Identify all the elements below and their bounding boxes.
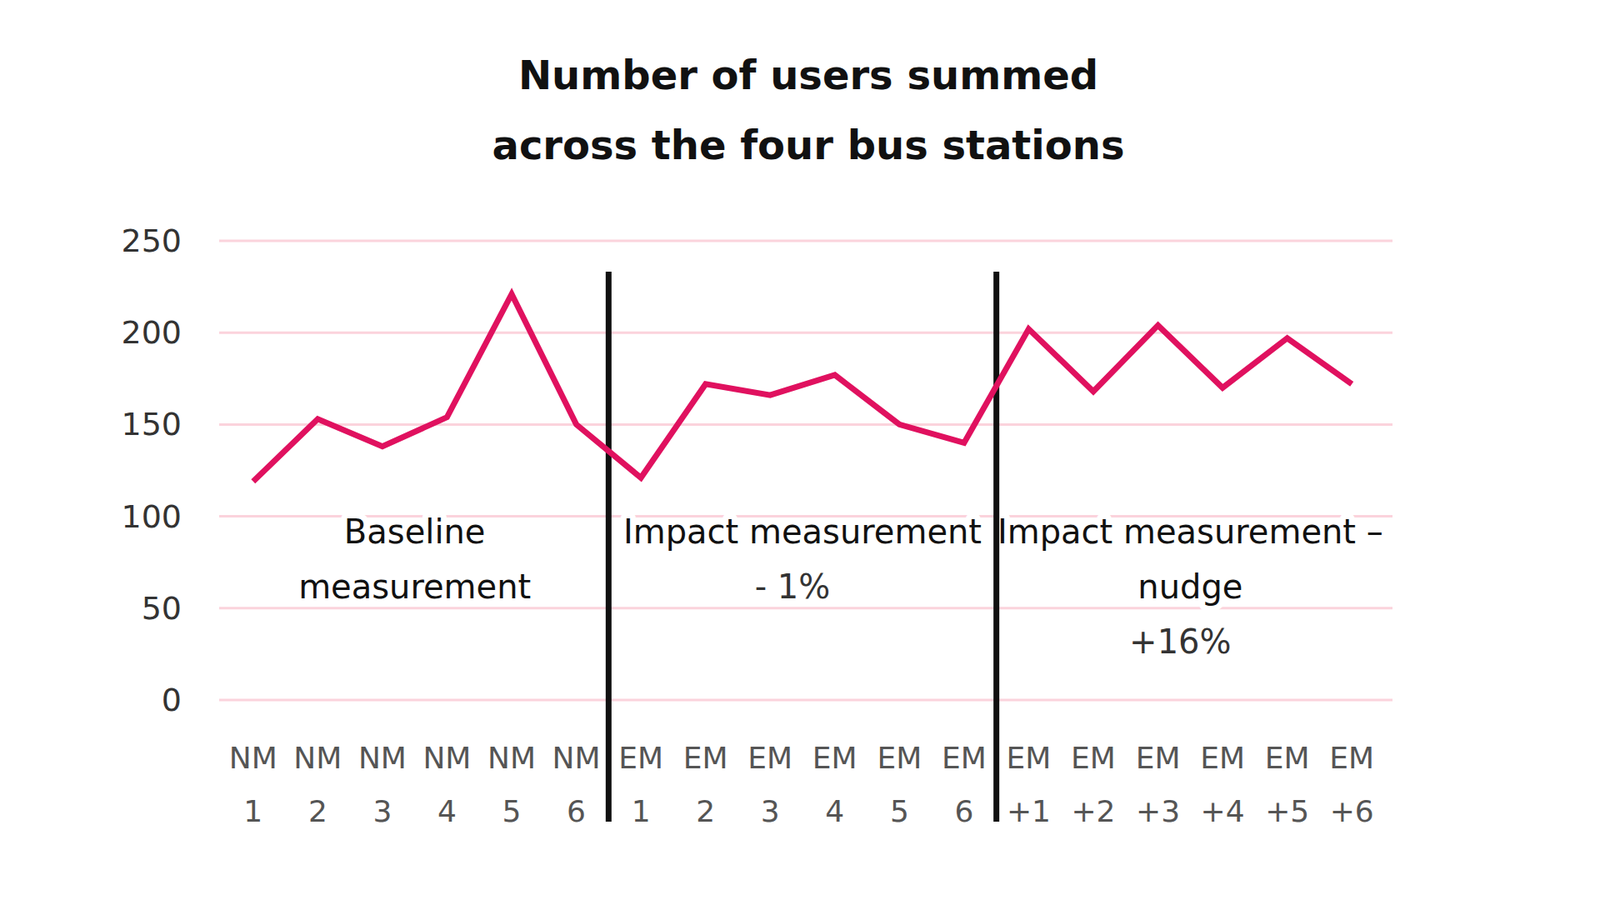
x-tick-line: EM [941,740,987,775]
x-tick-label: NM 5 [487,740,536,829]
x-tick-line: EM [1329,740,1375,775]
x-tick-line: NM [422,740,471,775]
x-tick-line: +5 [1265,794,1310,829]
x-tick-line: EM [618,740,664,775]
x-tick-line: 4 [437,794,457,829]
x-tick-line: 2 [308,794,328,829]
x-tick-line: 6 [566,794,586,829]
x-tick-label: NM 1 [229,740,278,829]
x-tick-line: NM [487,740,536,775]
y-tick-label: 200 [120,314,182,351]
x-tick-line: 5 [502,794,522,829]
x-tick-label: EM +6 [1329,740,1375,829]
x-tick-line: NM [229,740,278,775]
section-divider [993,271,1000,822]
x-tick-line: NM [293,740,342,775]
x-tick-line: +6 [1330,794,1375,829]
x-tick-line: +1 [1006,794,1051,829]
section-change: +16% [1129,622,1231,661]
x-tick-line: EM [1135,740,1181,775]
title-line: across the four bus stations [492,121,1125,169]
x-tick-label: EM 4 [812,740,858,829]
y-tick-label: 150 [120,405,182,443]
x-tick-line: NM [552,740,601,775]
x-tick-line: EM [1006,740,1052,775]
x-tick-line: 1 [631,794,651,829]
x-tick-line: EM [1265,740,1310,775]
section-label: Baseline measurement [298,512,531,606]
x-tick-line: EM [1200,740,1245,775]
x-tick-label: EM 5 [876,740,922,829]
x-tick-label: NM 4 [422,740,471,829]
x-tick-line: EM [876,740,922,775]
grid-line [219,423,1393,426]
series-line [253,294,1352,482]
grid-line [219,699,1393,702]
section-change: - 1% [755,567,831,606]
x-tick-label: NM 3 [358,740,407,829]
x-tick-label: NM 2 [293,740,342,829]
x-tick-line: 1 [243,794,263,829]
y-tick-label: 50 [141,590,182,627]
x-tick-line: +3 [1135,794,1180,829]
x-tick-label: EM 1 [618,740,664,829]
grid-line [219,331,1393,335]
x-tick-line: +2 [1070,794,1115,829]
x-tick-line: 2 [695,794,715,829]
x-tick-line: +4 [1200,794,1245,829]
section-label: Impact measurement [623,512,982,551]
y-tick-label: 250 [120,222,182,260]
section-label: Impact measurement – nudge [997,512,1384,606]
section-label-line: nudge [1137,567,1243,606]
x-tick-line: EM [1070,740,1116,775]
x-tick-label: EM 3 [747,740,793,829]
section-label-line: Impact measurement [623,512,982,551]
x-tick-label: EM +5 [1265,740,1310,829]
section-label-line: Impact measurement – [997,512,1384,551]
x-tick-label: NM 6 [552,740,601,829]
x-tick-line: 6 [954,794,974,829]
x-tick-line: 4 [825,794,845,829]
x-tick-label: EM 2 [683,740,729,829]
title-line: Number of users summed [518,51,1099,99]
x-tick-label: EM 6 [941,740,987,829]
x-tick-line: 3 [372,794,392,829]
section-label-line: Baseline [344,512,486,551]
grid-line [219,606,1393,610]
x-tick-line: EM [683,740,729,775]
series-group [253,294,1352,482]
x-tick-line: 5 [890,794,910,829]
grid-line [219,240,1393,243]
x-tick-line: NM [358,740,407,775]
x-tick-line: 3 [760,794,780,829]
y-tick-label: 0 [161,681,182,719]
chart-root: Number of users summed across the four bu… [0,0,1600,900]
section-divider [605,271,612,822]
x-tick-line: EM [747,740,793,775]
x-tick-label: EM +3 [1135,740,1181,829]
y-tick-label: 100 [120,498,182,535]
section-label-line: measurement [298,567,531,606]
x-tick-label: EM +2 [1070,740,1116,829]
x-tick-label: EM +4 [1200,740,1245,829]
x-tick-label: EM +1 [1006,740,1052,829]
chart-title: Number of users summed across the four bu… [492,51,1125,169]
chart-svg: Number of users summed across the four bu… [0,0,1600,900]
x-tick-line: EM [812,740,858,775]
